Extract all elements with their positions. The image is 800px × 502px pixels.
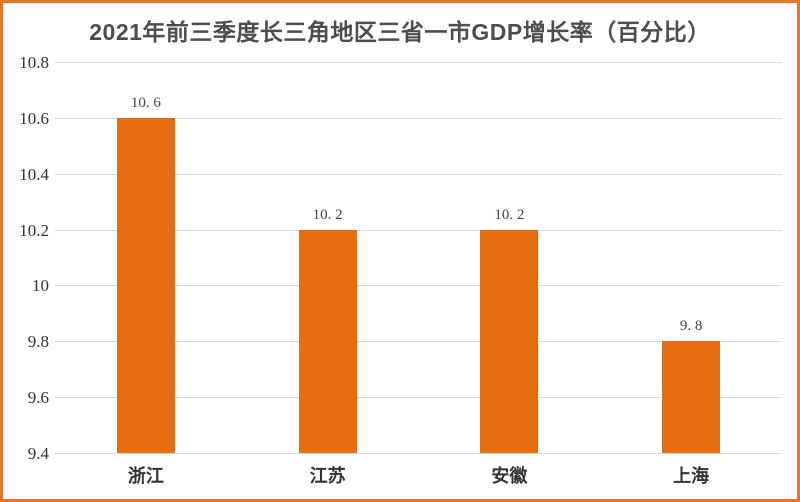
y-axis-tick-label: 10.4	[19, 164, 49, 184]
bar-value-label: 9. 8	[679, 318, 703, 335]
y-axis-tick-label: 10.6	[19, 108, 49, 128]
gridline-y-10.4	[55, 173, 782, 175]
chart-title: 2021年前三季度长三角地区三省一市GDP增长率（百分比）	[89, 19, 711, 45]
x-axis-label-江苏: 江苏	[309, 466, 346, 486]
y-axis-tick-label: 9.8	[27, 332, 49, 352]
y-axis-tick-label: 10.8	[19, 53, 49, 72]
gridline-y-9.6	[55, 397, 782, 399]
bar-value-label: 10. 2	[494, 206, 525, 223]
y-axis-tick-label: 10.2	[19, 220, 49, 240]
bar-value-label: 10. 2	[312, 206, 343, 223]
y-axis-tick-label: 10	[32, 276, 49, 296]
x-axis-label-浙江: 浙江	[127, 466, 164, 486]
x-axis-label-上海: 上海	[673, 466, 710, 486]
gridline-y-10.6	[55, 117, 782, 119]
gridline-y-10	[55, 285, 782, 287]
bar-浙江	[116, 117, 175, 453]
y-axis-tick-label: 9.6	[27, 388, 49, 408]
gridline-y-9.8	[55, 341, 782, 343]
gridline-y-9.4	[55, 453, 782, 454]
bar-上海	[662, 341, 721, 453]
gridline-y-10.8	[55, 62, 782, 63]
gridline-y-10.2	[55, 229, 782, 231]
bar-安徽	[480, 229, 539, 453]
x-axis-label-安徽: 安徽	[491, 466, 528, 486]
bar-江苏	[298, 229, 357, 453]
y-axis-tick-label: 9.4	[27, 444, 49, 463]
bar-value-label: 10. 6	[130, 94, 161, 111]
plot-area	[55, 62, 782, 454]
